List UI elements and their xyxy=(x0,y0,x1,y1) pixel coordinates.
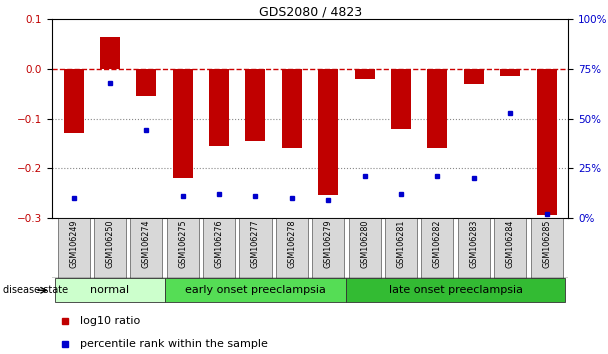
Bar xyxy=(500,69,520,76)
Bar xyxy=(94,218,126,278)
Text: GSM106278: GSM106278 xyxy=(288,219,296,268)
Bar xyxy=(347,278,565,302)
Bar xyxy=(55,278,165,302)
Text: GSM106280: GSM106280 xyxy=(360,219,369,268)
Text: GSM106279: GSM106279 xyxy=(324,219,333,268)
Text: GSM106282: GSM106282 xyxy=(433,219,442,268)
Bar xyxy=(246,69,266,141)
Text: early onset preeclampsia: early onset preeclampsia xyxy=(185,285,326,295)
Bar xyxy=(391,69,411,129)
Bar xyxy=(276,218,308,278)
Bar xyxy=(240,218,272,278)
Bar xyxy=(58,218,89,278)
Text: disease state: disease state xyxy=(3,285,68,295)
Text: log10 ratio: log10 ratio xyxy=(80,316,140,326)
Bar xyxy=(130,218,162,278)
Bar xyxy=(167,218,199,278)
Bar xyxy=(173,69,193,178)
Bar xyxy=(313,218,344,278)
Bar xyxy=(427,69,447,148)
Text: late onset preeclampsia: late onset preeclampsia xyxy=(389,285,523,295)
Bar xyxy=(354,69,375,79)
Bar xyxy=(421,218,454,278)
Bar xyxy=(203,218,235,278)
Bar xyxy=(537,69,557,215)
Text: GSM106283: GSM106283 xyxy=(469,219,478,268)
Bar xyxy=(165,278,347,302)
Text: GSM106250: GSM106250 xyxy=(105,219,114,268)
Text: GSM106277: GSM106277 xyxy=(251,219,260,268)
Text: normal: normal xyxy=(91,285,130,295)
Bar xyxy=(100,37,120,69)
Bar xyxy=(209,69,229,146)
Title: GDS2080 / 4823: GDS2080 / 4823 xyxy=(258,5,362,18)
Bar xyxy=(531,218,562,278)
Text: GSM106281: GSM106281 xyxy=(396,219,406,268)
Text: percentile rank within the sample: percentile rank within the sample xyxy=(80,339,268,349)
Bar xyxy=(494,218,527,278)
Bar xyxy=(282,69,302,148)
Bar xyxy=(348,218,381,278)
Bar xyxy=(464,69,484,84)
Text: GSM106285: GSM106285 xyxy=(542,219,551,268)
Bar xyxy=(385,218,417,278)
Text: GSM106274: GSM106274 xyxy=(142,219,151,268)
Bar xyxy=(458,218,490,278)
Text: GSM106284: GSM106284 xyxy=(506,219,515,268)
Bar xyxy=(63,69,83,133)
Text: GSM106249: GSM106249 xyxy=(69,219,78,268)
Bar xyxy=(136,69,156,96)
Text: GSM106276: GSM106276 xyxy=(215,219,224,268)
Text: GSM106275: GSM106275 xyxy=(178,219,187,268)
Bar xyxy=(318,69,338,195)
